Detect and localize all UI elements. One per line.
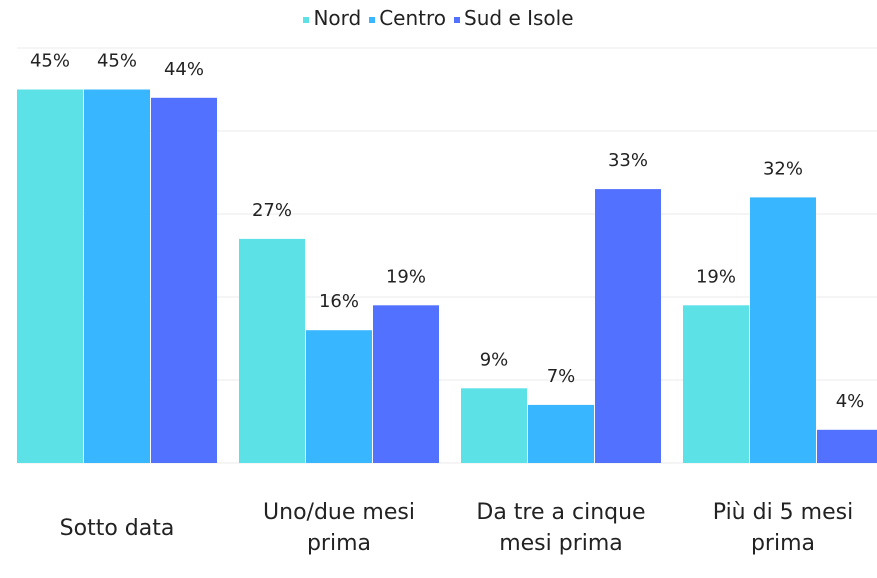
bar [461, 388, 527, 463]
legend-swatch [303, 16, 310, 23]
x-tick-label: Uno/due mesi prima [263, 500, 415, 556]
legend-swatch [454, 16, 461, 23]
legend-item: Centro [369, 6, 446, 30]
bar [17, 89, 83, 463]
legend-label: Nord [313, 6, 362, 30]
legend-label: Centro [379, 6, 447, 30]
x-tick-label: Più di 5 mesi prima [712, 500, 854, 556]
value-label: 32% [763, 158, 803, 179]
bar [683, 305, 749, 463]
value-label: 4% [836, 391, 865, 412]
value-label: 44% [164, 59, 204, 80]
value-label: 19% [696, 266, 736, 287]
legend-item: Sud e Isole [454, 6, 574, 30]
value-label: 7% [547, 366, 576, 387]
bar [595, 189, 661, 463]
value-label: 16% [319, 291, 359, 312]
value-label: 9% [480, 349, 509, 370]
bar [239, 238, 305, 463]
value-label: 27% [252, 200, 292, 221]
legend-item: Nord [303, 6, 361, 30]
value-label: 45% [97, 51, 137, 72]
bar [373, 305, 439, 463]
x-tick-label: Sotto data [59, 515, 175, 541]
bar [151, 97, 217, 464]
value-label: 33% [608, 150, 648, 171]
bar [528, 404, 594, 463]
bar [306, 330, 372, 463]
bar [750, 197, 816, 463]
bar [84, 89, 150, 463]
bar [817, 429, 877, 463]
legend: Nord Centro Sud e Isole [0, 6, 877, 30]
value-label: 19% [386, 266, 426, 287]
x-tick-label: Da tre a cinque mesi prima [476, 500, 646, 556]
legend-label: Sud e Isole [464, 6, 574, 30]
value-label: 45% [30, 51, 70, 72]
legend-swatch [369, 16, 376, 23]
